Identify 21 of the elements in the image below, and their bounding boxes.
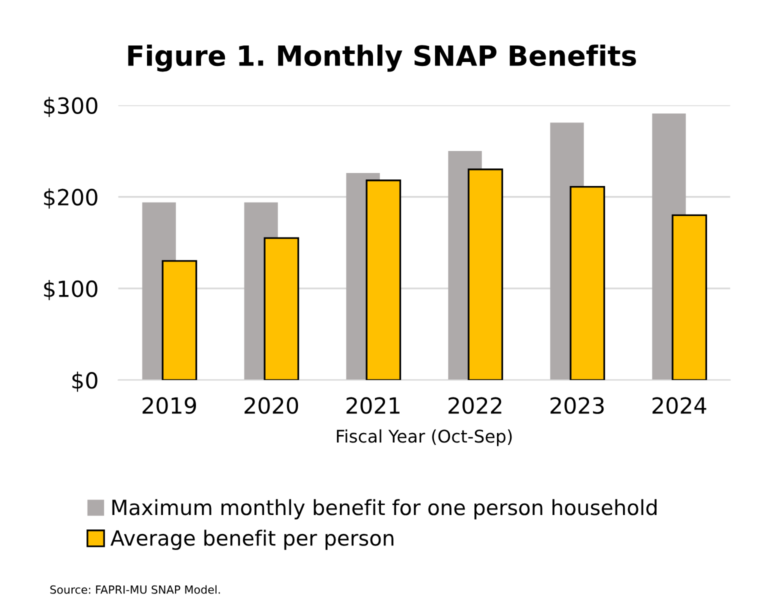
legend-label: Average benefit per person (110, 530, 394, 550)
y-tick-label: $200 (44, 188, 98, 209)
bar (264, 237, 300, 380)
x-tick-label: 2019 (142, 397, 196, 414)
x-tick-label: 2020 (244, 397, 298, 414)
x-tick-label: 2024 (652, 397, 706, 414)
x-tick-label: 2022 (448, 397, 502, 414)
y-tick-label: $300 (44, 96, 98, 117)
bar (162, 260, 198, 380)
x-tick-label: 2023 (550, 397, 604, 414)
bar (366, 180, 402, 380)
y-tick-label: $100 (44, 280, 98, 300)
x-tick-label: 2021 (346, 397, 400, 414)
legend-label: Maximum monthly benefit for one person household (112, 499, 657, 520)
chart-title: Figure 1. Monthly SNAP Benefits (128, 44, 636, 72)
bar (468, 168, 504, 380)
source-note: Source: FAPRI-MU SNAP Model. (50, 585, 220, 594)
y-tick-label: $0 (72, 372, 98, 392)
bar (570, 186, 606, 380)
bar (672, 214, 708, 380)
x-axis-title: Fiscal Year (Oct-Sep) (336, 429, 512, 446)
